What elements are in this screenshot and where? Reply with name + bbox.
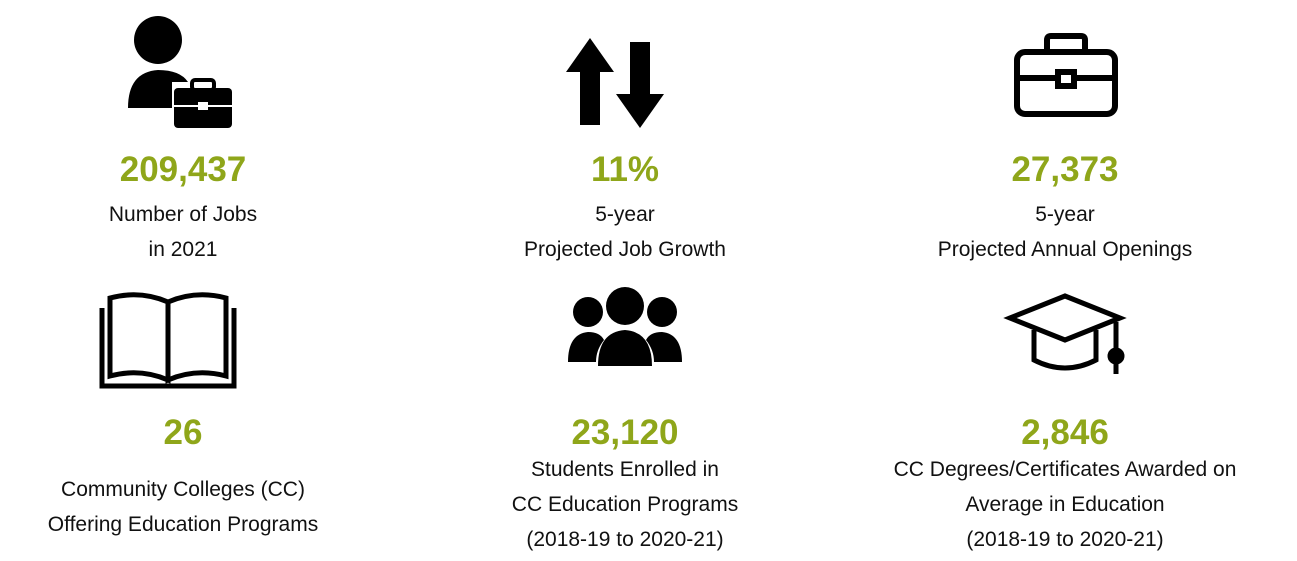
stat-label: CC Degrees/Certificates Awarded on [893, 458, 1237, 481]
stat-value: 11% [590, 150, 660, 189]
stat-value: 2,846 [1021, 413, 1109, 452]
icon-arrows [566, 38, 664, 128]
stat-label: (2018-19 to 2020-21) [526, 528, 724, 551]
icon-cap [1003, 293, 1127, 374]
stat-value: 209,437 [119, 150, 247, 189]
stat-label: 5-year [595, 203, 655, 226]
stat-label: 5-year [1035, 203, 1095, 226]
stat-value: 27,373 [1011, 150, 1119, 189]
stat-label: Average in Education [965, 493, 1165, 516]
stat-label: in 2021 [148, 238, 218, 261]
icon-people [568, 287, 682, 366]
stat-label: Students Enrolled in [531, 458, 719, 481]
icon-book [99, 292, 237, 389]
stat-label: (2018-19 to 2020-21) [966, 528, 1164, 551]
stat-label: Community Colleges (CC) [61, 478, 305, 501]
stat-label: Projected Annual Openings [937, 238, 1193, 261]
stat-label: CC Education Programs [511, 493, 739, 516]
stat-label: Projected Job Growth [524, 238, 726, 261]
icon-worker [128, 16, 232, 128]
icon-briefcase [1014, 33, 1118, 117]
stat-label: Number of Jobs [108, 203, 258, 226]
stat-label: Offering Education Programs [47, 513, 319, 536]
stat-value: 23,120 [571, 413, 679, 452]
stat-value: 26 [163, 413, 203, 452]
